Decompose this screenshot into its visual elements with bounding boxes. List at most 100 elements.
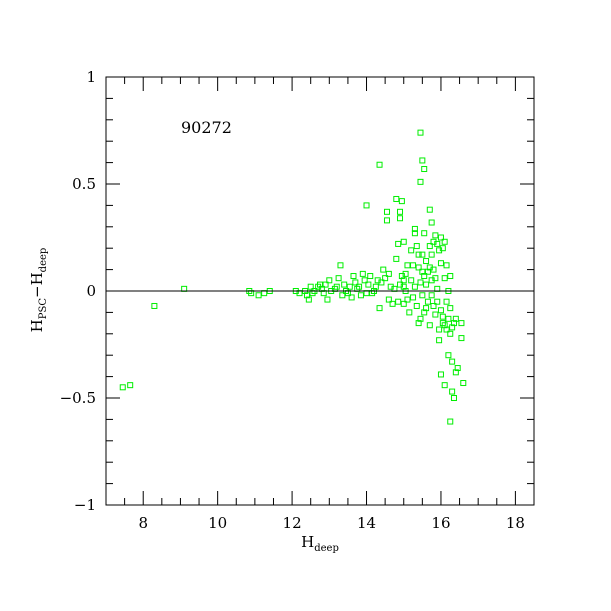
x-tick-label: 14 [357, 514, 376, 532]
data-point [441, 382, 448, 389]
data-point [402, 270, 409, 277]
data-point [411, 225, 418, 232]
data-point [127, 382, 134, 389]
data-point [434, 240, 441, 247]
data-point [408, 277, 415, 284]
data-point [385, 270, 392, 277]
y-axis-label-main1: H [28, 319, 46, 332]
data-point [303, 292, 310, 299]
data-point [378, 279, 385, 286]
data-point [423, 281, 430, 288]
data-point [424, 268, 431, 275]
data-point [437, 260, 444, 267]
data-point [395, 298, 402, 305]
data-point [417, 178, 424, 185]
data-point [439, 313, 446, 320]
y-axis-label-dash: − [28, 285, 46, 298]
data-point [426, 206, 433, 213]
data-point [400, 300, 407, 307]
data-point [255, 292, 262, 299]
data-point [305, 296, 312, 303]
x-tick-label: 8 [138, 514, 148, 532]
data-point [406, 309, 413, 316]
y-axis-label: HPSC−Hdeep [28, 248, 49, 333]
data-point [398, 198, 405, 205]
data-point [452, 315, 459, 322]
data-point [450, 320, 457, 327]
data-point [151, 302, 158, 309]
data-point [449, 388, 456, 395]
data-point [441, 322, 448, 329]
data-point [376, 161, 383, 168]
data-point [421, 166, 428, 173]
data-point [413, 243, 420, 250]
data-point [437, 307, 444, 314]
x-axis-label-main: H [301, 533, 314, 551]
data-point [423, 305, 430, 312]
x-tick-label: 18 [506, 514, 525, 532]
data-point [333, 283, 340, 290]
data-point [460, 380, 467, 387]
data-point [458, 335, 465, 342]
data-point [385, 296, 392, 303]
data-point [452, 369, 459, 376]
data-point [415, 320, 422, 327]
data-point [400, 283, 407, 290]
data-point [359, 270, 366, 277]
y-axis-label-sub1: PSC [38, 298, 49, 320]
data-point [439, 245, 446, 252]
y-tick-label: 0 [86, 282, 96, 300]
ticks-layer [105, 76, 535, 506]
data-point [432, 275, 439, 282]
data-point [415, 264, 422, 271]
data-point [415, 251, 422, 258]
data-point [335, 275, 342, 282]
data-point [417, 315, 424, 322]
data-point [411, 230, 418, 237]
data-point [447, 273, 454, 280]
data-point [326, 277, 333, 284]
data-point [417, 129, 424, 136]
data-point [352, 279, 359, 286]
data-point [434, 298, 441, 305]
data-point [424, 298, 431, 305]
data-point [419, 157, 426, 164]
y-tick-label: −0.5 [60, 389, 96, 407]
data-point [449, 358, 456, 365]
data-point [393, 195, 400, 202]
data-point [348, 294, 355, 301]
data-point [410, 294, 417, 301]
data-point [376, 305, 383, 312]
data-point [413, 302, 420, 309]
data-point [441, 238, 448, 245]
data-point [443, 298, 450, 305]
data-point [447, 305, 454, 312]
data-point [449, 324, 456, 331]
data-point [430, 302, 437, 309]
x-tick-label: 12 [283, 514, 302, 532]
data-point [454, 365, 461, 372]
data-point [404, 262, 411, 269]
data-point [443, 326, 450, 333]
data-point [408, 247, 415, 254]
data-point [421, 230, 428, 237]
data-point [426, 243, 433, 250]
data-point [419, 292, 426, 299]
data-point [436, 337, 443, 344]
data-point [365, 281, 372, 288]
data-point [432, 311, 439, 318]
data-point [324, 296, 331, 303]
data-point [339, 292, 346, 299]
data-point [356, 283, 363, 290]
data-point [458, 320, 465, 327]
data-point [428, 251, 435, 258]
data-point [441, 275, 448, 282]
data-point [395, 240, 402, 247]
data-point [383, 208, 390, 215]
data-point [445, 352, 452, 359]
data-point [322, 281, 329, 288]
data-point [400, 238, 407, 245]
data-point [346, 283, 353, 290]
